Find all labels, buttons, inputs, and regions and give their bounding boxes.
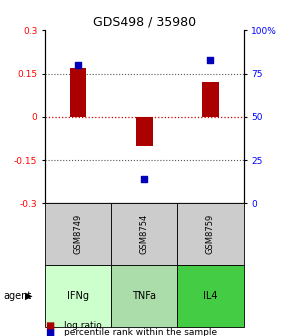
Text: ■: ■ [45,321,54,331]
Point [208,57,213,62]
Bar [136,117,153,145]
Bar [70,68,86,117]
Text: TNFa: TNFa [132,291,156,301]
Point [76,62,80,68]
Point [142,176,146,182]
Text: IL4: IL4 [203,291,218,301]
Text: GSM8759: GSM8759 [206,214,215,254]
Text: percentile rank within the sample: percentile rank within the sample [64,328,217,336]
Text: agent: agent [3,291,31,301]
Text: log ratio: log ratio [64,322,102,330]
Text: GDS498 / 35980: GDS498 / 35980 [93,15,197,28]
Text: ▶: ▶ [25,291,32,301]
Bar [202,82,219,117]
Text: GSM8749: GSM8749 [74,214,83,254]
Text: ■: ■ [45,328,54,336]
Text: GSM8754: GSM8754 [140,214,149,254]
Text: IFNg: IFNg [67,291,89,301]
